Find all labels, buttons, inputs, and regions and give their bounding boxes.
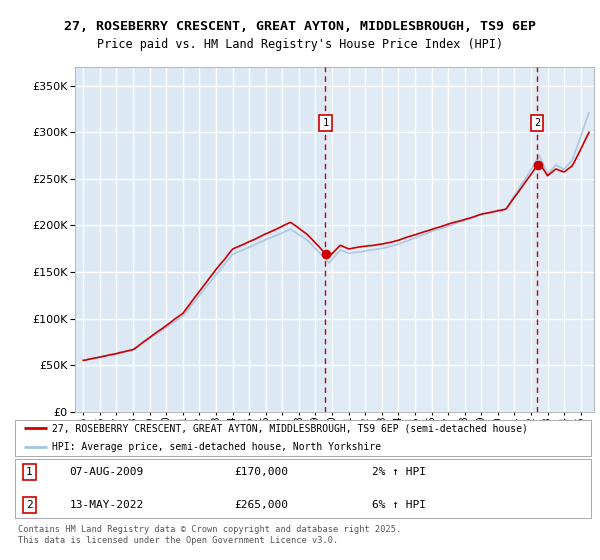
Text: 07-AUG-2009: 07-AUG-2009 xyxy=(70,467,144,477)
Text: 27, ROSEBERRY CRESCENT, GREAT AYTON, MIDDLESBROUGH, TS9 6EP (semi-detached house: 27, ROSEBERRY CRESCENT, GREAT AYTON, MID… xyxy=(52,423,529,433)
Text: 2: 2 xyxy=(534,118,540,128)
Text: 6% ↑ HPI: 6% ↑ HPI xyxy=(372,500,426,510)
Text: 1: 1 xyxy=(322,118,329,128)
Text: HPI: Average price, semi-detached house, North Yorkshire: HPI: Average price, semi-detached house,… xyxy=(52,442,382,452)
Text: Contains HM Land Registry data © Crown copyright and database right 2025.
This d: Contains HM Land Registry data © Crown c… xyxy=(18,525,401,545)
Text: £170,000: £170,000 xyxy=(234,467,288,477)
Text: £265,000: £265,000 xyxy=(234,500,288,510)
Text: 27, ROSEBERRY CRESCENT, GREAT AYTON, MIDDLESBROUGH, TS9 6EP: 27, ROSEBERRY CRESCENT, GREAT AYTON, MID… xyxy=(64,20,536,32)
Text: 1: 1 xyxy=(26,467,33,477)
Bar xyxy=(325,67,594,412)
Text: 13-MAY-2022: 13-MAY-2022 xyxy=(70,500,144,510)
Text: 2: 2 xyxy=(26,500,33,510)
Text: 2% ↑ HPI: 2% ↑ HPI xyxy=(372,467,426,477)
Text: Price paid vs. HM Land Registry's House Price Index (HPI): Price paid vs. HM Land Registry's House … xyxy=(97,38,503,50)
